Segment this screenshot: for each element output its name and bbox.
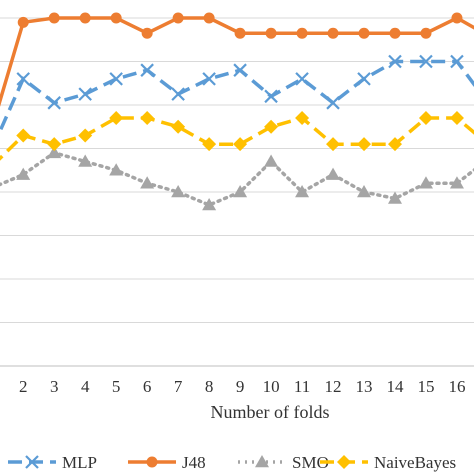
data-point bbox=[358, 27, 370, 39]
x-tick-label: 8 bbox=[205, 377, 214, 396]
data-point bbox=[171, 119, 186, 134]
x-tick-label: 11 bbox=[294, 377, 310, 396]
x-tick-label: 12 bbox=[325, 377, 342, 396]
data-point bbox=[47, 96, 61, 110]
data-point bbox=[78, 87, 92, 101]
x-tick-label: 10 bbox=[263, 377, 280, 396]
x-tick-label: 4 bbox=[81, 377, 90, 396]
data-point bbox=[326, 167, 341, 180]
data-point bbox=[295, 111, 310, 126]
x-tick-label: 6 bbox=[143, 377, 152, 396]
data-point bbox=[264, 89, 278, 104]
data-point bbox=[146, 456, 158, 468]
data-point bbox=[451, 12, 463, 24]
data-point bbox=[337, 455, 351, 469]
data-point bbox=[295, 185, 310, 198]
data-point bbox=[110, 12, 122, 24]
data-point bbox=[141, 27, 153, 39]
data-point bbox=[172, 12, 184, 24]
data-point bbox=[48, 12, 60, 24]
legend-label: MLP bbox=[62, 453, 97, 472]
series-markers bbox=[16, 12, 464, 211]
data-point bbox=[388, 191, 402, 204]
data-point bbox=[79, 12, 91, 24]
data-point bbox=[17, 16, 29, 28]
x-tick-label: 15 bbox=[417, 377, 434, 396]
data-point bbox=[296, 27, 308, 39]
data-point bbox=[295, 72, 309, 86]
data-point bbox=[233, 185, 248, 198]
data-point bbox=[47, 137, 62, 152]
x-tick-label: 13 bbox=[356, 377, 373, 396]
data-point bbox=[47, 145, 62, 159]
data-point bbox=[202, 137, 217, 152]
legend-label: J48 bbox=[182, 453, 206, 472]
data-point bbox=[78, 128, 93, 143]
data-point bbox=[264, 154, 279, 167]
x-tick-label: 5 bbox=[112, 377, 121, 396]
data-point bbox=[233, 137, 248, 152]
data-point bbox=[16, 72, 31, 86]
data-point bbox=[418, 111, 433, 126]
data-point bbox=[388, 54, 402, 69]
legend-label: SMO bbox=[292, 453, 329, 472]
data-point bbox=[419, 54, 433, 69]
data-point bbox=[450, 54, 464, 69]
data-point bbox=[265, 27, 277, 39]
x-axis-title: Number of folds bbox=[211, 402, 330, 422]
data-point bbox=[388, 137, 402, 152]
data-point bbox=[357, 137, 372, 152]
x-tick-label: 7 bbox=[174, 377, 183, 396]
x-tick-labels: 2 3 4 5 6 7 8 9 10 11 12 13 14 15 16 bbox=[19, 377, 465, 396]
data-point bbox=[109, 111, 124, 126]
legend-label: NaiveBayes bbox=[374, 453, 456, 472]
data-point bbox=[326, 96, 340, 110]
data-point bbox=[25, 455, 39, 469]
data-point bbox=[203, 12, 215, 24]
data-point bbox=[140, 111, 155, 126]
data-point bbox=[234, 27, 246, 39]
data-point bbox=[16, 128, 31, 143]
data-point bbox=[16, 167, 31, 180]
data-point bbox=[202, 198, 217, 211]
x-tick-label: 2 bbox=[19, 377, 28, 396]
data-point bbox=[326, 137, 341, 152]
data-point bbox=[140, 63, 154, 77]
data-point bbox=[327, 27, 339, 39]
data-point bbox=[420, 27, 432, 39]
data-point bbox=[449, 111, 464, 126]
data-point bbox=[78, 154, 93, 167]
data-point bbox=[171, 185, 186, 198]
x-tick-label: 14 bbox=[387, 377, 405, 396]
data-point bbox=[233, 63, 247, 77]
data-point bbox=[171, 87, 185, 101]
data-point bbox=[357, 185, 372, 198]
data-point bbox=[264, 119, 279, 134]
data-point bbox=[202, 72, 216, 86]
data-point bbox=[389, 27, 401, 39]
series-lines bbox=[0, 16, 474, 207]
x-tick-label: 16 bbox=[448, 377, 465, 396]
data-point bbox=[418, 176, 433, 189]
data-point bbox=[109, 72, 123, 86]
data-point bbox=[140, 176, 155, 189]
data-point bbox=[255, 455, 269, 468]
legend: MLP J48 SMO NaiveBayes bbox=[8, 453, 456, 472]
data-point bbox=[357, 72, 371, 86]
gridlines bbox=[0, 17, 474, 323]
data-point bbox=[109, 163, 124, 176]
data-point bbox=[449, 176, 464, 189]
x-tick-label: 3 bbox=[50, 377, 59, 396]
x-tick-label: 9 bbox=[236, 377, 245, 396]
